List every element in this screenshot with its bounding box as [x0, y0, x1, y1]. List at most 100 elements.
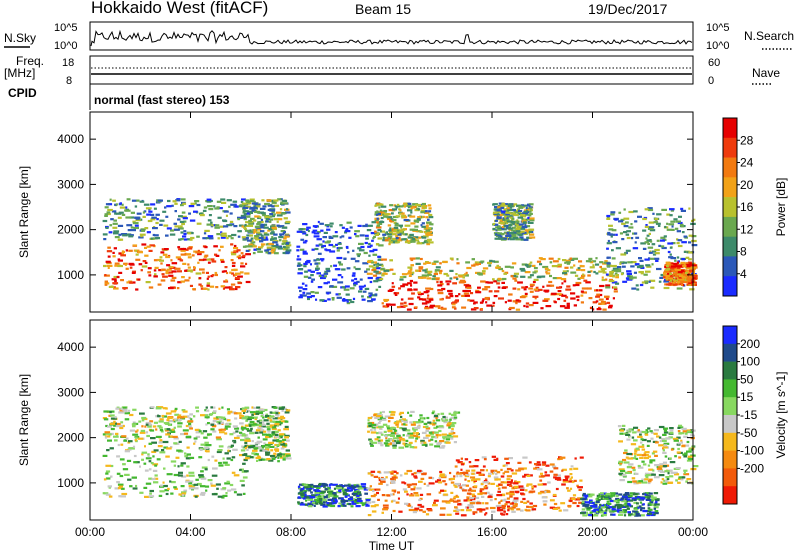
echo-cell — [649, 257, 655, 260]
echo-cell — [319, 484, 324, 487]
echo-cell — [576, 298, 580, 302]
echo-cell — [302, 288, 308, 291]
echo-cell — [166, 227, 172, 230]
echo-cell — [239, 454, 244, 457]
echo-cell — [505, 462, 510, 465]
echo-cell — [421, 202, 426, 206]
echo-cell — [438, 425, 444, 428]
echo-cell — [323, 272, 329, 275]
echo-cell — [407, 432, 414, 435]
cpid-label: CPID — [8, 86, 37, 100]
echo-cell — [624, 498, 628, 501]
echo-cell — [319, 258, 325, 261]
echo-cell — [669, 246, 673, 249]
echo-cell — [466, 506, 469, 509]
echo-cell — [647, 502, 652, 505]
echo-cell — [245, 280, 251, 284]
echo-cell — [423, 436, 429, 439]
echo-cell — [165, 492, 169, 496]
echo-cell — [299, 289, 302, 293]
echo-cell — [109, 447, 114, 450]
echo-cell — [299, 294, 305, 297]
echo-cell — [183, 247, 187, 251]
echo-cell — [485, 507, 489, 510]
echo-cell — [237, 218, 240, 221]
echo-cell — [355, 235, 360, 238]
echo-cell — [380, 267, 385, 270]
echo-cell — [591, 510, 596, 513]
echo-cell — [548, 280, 553, 284]
echo-cell — [361, 502, 366, 505]
echo-cell — [145, 482, 152, 485]
echo-cell — [120, 408, 123, 411]
echo-cell — [507, 215, 510, 218]
echo-cell — [386, 425, 390, 428]
echo-cell — [281, 202, 288, 205]
echo-cell — [262, 445, 265, 448]
echo-cell — [241, 428, 244, 431]
echo-cell — [117, 216, 122, 219]
echo-cell — [505, 211, 511, 214]
echo-cell — [451, 303, 456, 306]
echo-cell — [258, 455, 261, 458]
echo-cell — [659, 463, 664, 466]
echo-cell — [127, 478, 132, 481]
echo-cell — [595, 295, 600, 298]
echo-cell — [658, 444, 664, 447]
echo-cell — [676, 230, 681, 233]
echo-cell — [601, 495, 604, 498]
echo-cell — [237, 275, 243, 278]
echo-cell — [669, 429, 674, 432]
echo-cell — [574, 457, 577, 460]
echo-cell — [520, 275, 526, 278]
echo-cell — [168, 274, 174, 277]
echo-cell — [610, 211, 616, 214]
echo-cell — [449, 257, 454, 260]
echo-cell — [149, 429, 155, 432]
echo-cell — [193, 210, 198, 213]
echo-cell — [608, 506, 613, 509]
echo-cell — [455, 273, 458, 276]
echo-cell — [475, 262, 481, 265]
echo-cell — [373, 428, 377, 431]
echo-cell — [618, 211, 622, 214]
echo-cell — [488, 264, 492, 267]
echo-cell — [235, 277, 240, 280]
echo-cell — [140, 235, 143, 238]
echo-cell — [168, 266, 174, 269]
echo-cell — [330, 265, 333, 268]
echo-cell — [686, 478, 692, 481]
echo-cell — [315, 267, 320, 270]
echo-cell — [152, 425, 157, 428]
echo-cell — [301, 282, 305, 285]
echo-cell — [611, 249, 614, 252]
echo-cell — [296, 245, 301, 248]
echo-cell — [148, 495, 155, 498]
echo-cell — [373, 264, 376, 267]
echo-cell — [410, 505, 413, 509]
echo-cell — [229, 288, 235, 291]
echo-cell — [285, 249, 292, 252]
echo-cell — [451, 416, 455, 419]
echo-cell — [316, 265, 319, 268]
echo-cell — [184, 455, 189, 458]
echo-cell — [627, 480, 633, 484]
echo-cell — [354, 500, 357, 503]
echo-cell — [260, 421, 265, 424]
echo-cell — [221, 234, 228, 237]
echo-cell — [117, 224, 124, 227]
echo-cell — [434, 305, 441, 308]
echo-cell — [433, 431, 439, 434]
echo-cell — [415, 203, 422, 207]
echo-cell — [160, 279, 166, 282]
echo-cell — [207, 288, 210, 291]
echo-cell — [381, 213, 387, 216]
echo-cell — [155, 221, 159, 225]
echo-cell — [391, 499, 396, 502]
echo-cell — [528, 228, 535, 231]
echo-cell — [106, 211, 111, 214]
echo-cell — [588, 297, 593, 300]
echo-cell — [246, 239, 252, 242]
echo-cell — [343, 257, 347, 260]
echo-cell — [261, 199, 265, 202]
